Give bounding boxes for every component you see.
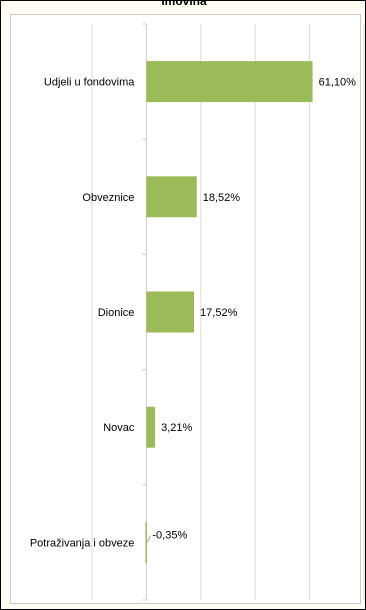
bar — [146, 176, 197, 218]
category-label: Potraživanja i obveze — [30, 537, 135, 549]
leader-line — [146, 535, 151, 543]
category-label: Obveznice — [82, 192, 134, 204]
bar — [146, 406, 156, 448]
data-label: 18,52% — [203, 192, 241, 204]
category-label: Udjeli u fondovima — [44, 77, 135, 89]
bar — [146, 61, 313, 103]
data-label: 61,10% — [319, 77, 357, 89]
category-label: Dionice — [98, 307, 135, 319]
data-label: 3,21% — [161, 422, 192, 434]
bar — [145, 521, 147, 563]
data-label: -0,35% — [152, 529, 187, 541]
bar — [146, 291, 195, 333]
category-label: Novac — [103, 422, 135, 434]
data-label: 17,52% — [200, 307, 238, 319]
chart-title: Imovina — [161, 0, 207, 8]
